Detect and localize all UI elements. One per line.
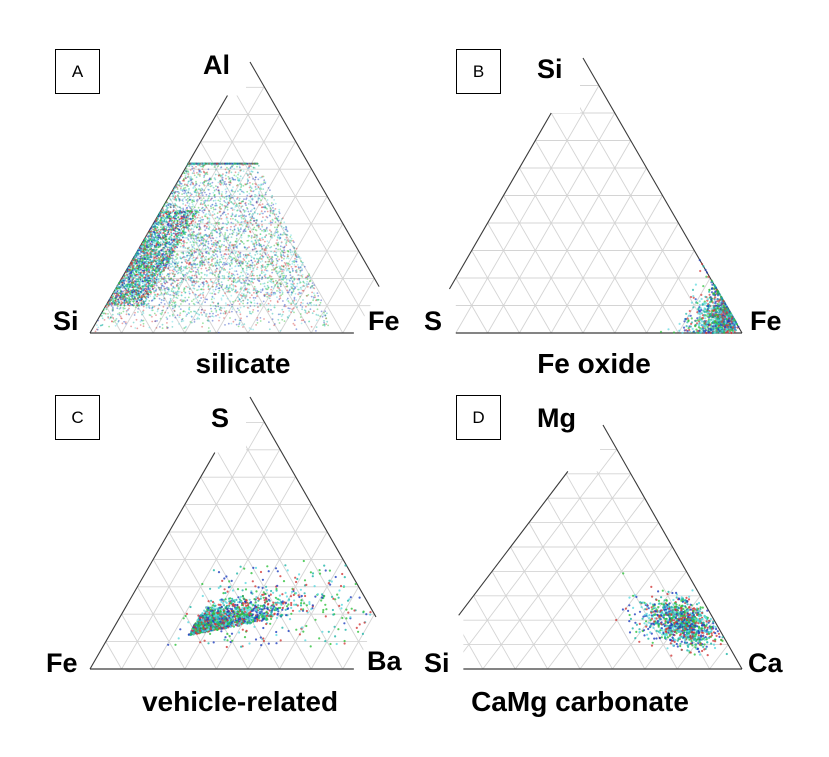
vertex-label-left: Si: [424, 648, 450, 678]
scatter-points: [94, 162, 329, 334]
scatter-points: [659, 259, 740, 335]
ternary-grid: [105, 40, 416, 335]
vertex-label-top: Al: [203, 50, 230, 80]
vertex-label-top: S: [211, 403, 230, 433]
panel-badge-a: A: [55, 49, 100, 94]
ternary-plot-b: [414, 53, 743, 335]
ternary-plot-c: [89, 375, 416, 671]
scatter-points: [167, 559, 372, 649]
panel-badge-text: B: [472, 61, 485, 81]
panel-badge-text: A: [71, 61, 84, 81]
ternary-grid: [408, 420, 729, 671]
ternary-grid: [414, 53, 727, 335]
vertex-label-top: Si: [537, 54, 563, 84]
vertex-label-left: S: [424, 306, 443, 336]
panel-caption: CaMg carbonate: [471, 686, 689, 717]
panel-caption: silicate: [195, 348, 291, 379]
ternary-plot-a: [89, 40, 416, 335]
ternary-grid: [105, 375, 416, 671]
vertex-label-left: Fe: [46, 648, 78, 678]
panel-badge-b: B: [456, 49, 501, 94]
panel-badge-c: C: [55, 395, 100, 440]
vertex-label-right: Ba: [367, 646, 402, 676]
vertex-label-top: Mg: [537, 403, 576, 433]
vertex-label-right: Fe: [750, 306, 782, 336]
panel-badge-text: D: [472, 407, 485, 427]
panel-caption: vehicle-related: [141, 686, 339, 717]
vertex-label-left: Si: [53, 306, 79, 336]
panel-badge-text: C: [71, 407, 84, 427]
vertex-label-right: Fe: [368, 306, 400, 336]
panel-caption: Fe oxide: [537, 348, 651, 379]
ternary-plot-d: [408, 420, 743, 671]
vertex-label-right: Ca: [748, 648, 783, 678]
ternary-axes: [458, 424, 743, 670]
scatter-points: [615, 572, 728, 657]
ternary-axes: [89, 396, 377, 670]
panel-badge-d: D: [456, 395, 501, 440]
